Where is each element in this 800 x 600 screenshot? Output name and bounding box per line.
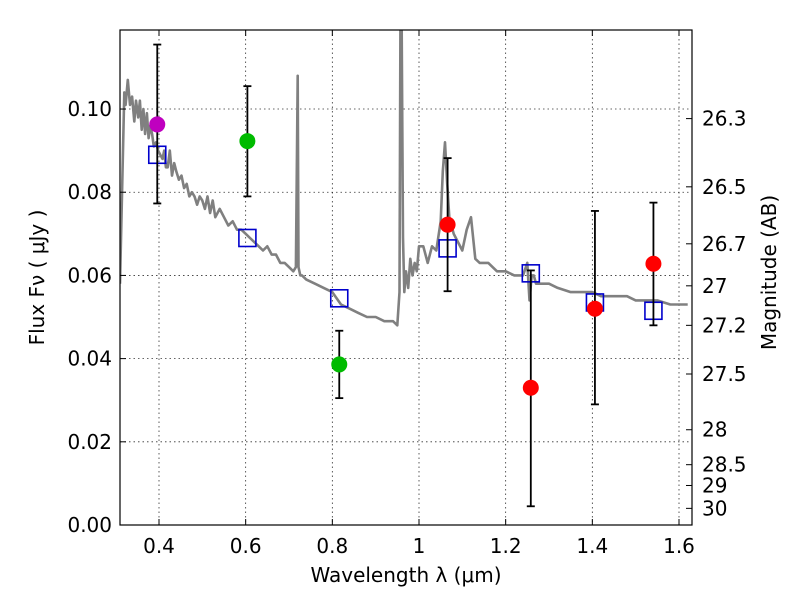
- observed-data-point: [645, 255, 662, 272]
- observed-data-point: [331, 356, 348, 373]
- right-tick-label: 28.5: [702, 453, 747, 477]
- y-tick-label: 0.04: [67, 347, 112, 371]
- right-tick-label: 29: [702, 473, 727, 497]
- right-tick-label: 27.2: [702, 313, 747, 337]
- y-tick-label: 0.00: [67, 513, 112, 537]
- x-axis-title: Wavelength λ (μm): [310, 563, 501, 587]
- y-tick-label: 0.08: [67, 180, 112, 204]
- model-photometry-square: [329, 288, 349, 308]
- y-tick-label: 0.02: [67, 430, 112, 454]
- right-tick-label: 26.7: [702, 232, 747, 256]
- observed-data-point: [149, 116, 166, 133]
- right-tick-label: 26.3: [702, 107, 747, 131]
- right-tick-label: 28: [702, 418, 727, 442]
- right-tick-label: 30: [702, 496, 727, 520]
- x-tick-label: 1: [413, 534, 426, 558]
- observed-data-point: [239, 133, 256, 150]
- x-tick-label: 1.6: [663, 534, 695, 558]
- axis-ticks: 0.4 0.6 0.8 1 1.2 1.4 1.6 0.00 0.02 0.04 0.06 0.08 0…: [67, 30, 747, 558]
- right-tick-label: 27.5: [702, 362, 747, 386]
- y-tick-label: 0.10: [67, 97, 112, 121]
- observed-data-point: [522, 379, 539, 396]
- right-tick-label: 26.5: [702, 175, 747, 199]
- observed-data-point: [439, 216, 456, 233]
- right-axis-title: Magnitude (AB): [757, 195, 781, 350]
- x-tick-label: 1.4: [576, 534, 608, 558]
- plot-frame: [119, 29, 693, 526]
- y-axis-title: Flux Fν ( μJy ): [25, 210, 49, 346]
- x-tick-label: 0.4: [143, 534, 175, 558]
- series-layer: [120, 30, 688, 508]
- x-tick-label: 1.2: [490, 534, 522, 558]
- sed-model-line: [120, 30, 688, 327]
- plot-area: [120, 30, 688, 508]
- observed-data-point: [586, 300, 603, 317]
- x-tick-label: 0.8: [316, 534, 348, 558]
- x-tick-label: 0.6: [230, 534, 262, 558]
- y-tick-label: 0.06: [67, 263, 112, 287]
- model-photometry-square: [238, 228, 257, 248]
- right-tick-label: 27: [702, 274, 727, 298]
